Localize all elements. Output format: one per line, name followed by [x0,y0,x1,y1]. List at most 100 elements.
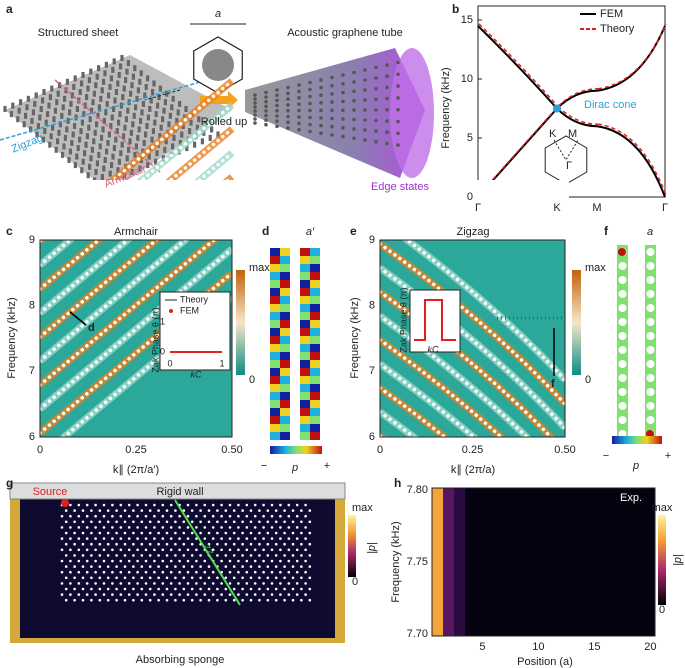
shape [149,97,153,104]
shape [264,122,268,127]
shape [123,509,127,512]
shape [237,593,240,596]
shape [127,559,131,563]
annotation: Exp. [620,492,642,504]
shape [136,526,139,529]
shape [69,570,72,574]
shape [94,537,97,540]
shape [39,239,233,438]
shape [73,520,76,524]
shape [139,117,143,124]
tick-label: 7.70 [407,628,428,640]
shape [374,76,378,80]
shape [109,75,113,82]
shape [81,520,85,524]
shape [300,520,303,524]
shape [646,262,655,270]
shape [618,402,627,410]
shape [300,554,303,557]
axis-label: Frequency (kHz) [390,521,402,602]
colorbar-label: |p| [672,554,684,566]
panel-label: b [452,2,459,16]
shape [127,582,131,585]
shape [295,514,299,518]
shape [161,582,165,585]
shape [94,559,97,563]
tick-label: 10 [461,73,473,85]
shape [115,587,118,591]
shape [262,593,265,596]
shape [115,554,118,557]
shape [287,526,291,529]
shape [396,107,400,112]
shape [266,520,270,524]
shape [163,146,167,153]
shape [56,138,60,145]
shape [38,103,234,267]
shape [432,488,443,636]
shape [270,272,280,280]
shape [319,116,323,120]
shape [304,559,307,563]
shape [300,432,310,440]
shape [341,117,345,121]
shape [270,514,274,518]
shape [280,304,290,312]
shape [245,514,249,518]
shape [363,108,367,112]
shape [245,526,249,529]
shape [190,509,194,512]
shape [612,436,662,444]
shape [253,109,257,113]
shape [56,90,60,97]
shape [378,338,567,502]
tick-label: 9 [29,234,35,246]
shape [232,554,236,557]
shape [266,542,270,546]
shape [300,320,310,328]
shape [385,96,389,101]
axis-label: Frequency (kHz) [349,297,361,378]
shape [310,328,320,336]
shape [396,84,400,88]
shape [104,61,108,68]
shape [69,514,72,518]
shape [270,526,274,529]
shape [167,121,171,128]
shape [291,554,295,557]
shape [92,90,96,97]
shape [100,87,104,94]
shape [208,134,212,141]
shape [279,559,282,563]
shape [618,304,627,312]
shape [154,111,158,118]
shape [374,139,378,144]
shape [308,509,312,512]
shape [300,376,310,384]
shape [220,537,223,540]
shape [38,151,234,315]
shape [348,515,356,577]
shape [186,582,190,585]
shape [91,99,95,106]
shape [203,582,207,585]
inset-tick: 0 [167,358,172,368]
shape [300,256,310,264]
shape [241,531,244,535]
shape [102,537,106,540]
shape [245,593,249,596]
shape [363,128,367,132]
shape [95,73,99,80]
tick-label: 6 [29,431,35,443]
shape [310,360,320,368]
shape [300,542,303,546]
shape [169,559,173,563]
axis-label: Frequency (kHz) [440,67,452,148]
colorbar-label: 0 [585,374,591,386]
shape [287,582,291,585]
shape [232,520,236,524]
shape [64,542,68,546]
shape [63,134,67,141]
shape [60,593,64,596]
shape [127,548,131,552]
